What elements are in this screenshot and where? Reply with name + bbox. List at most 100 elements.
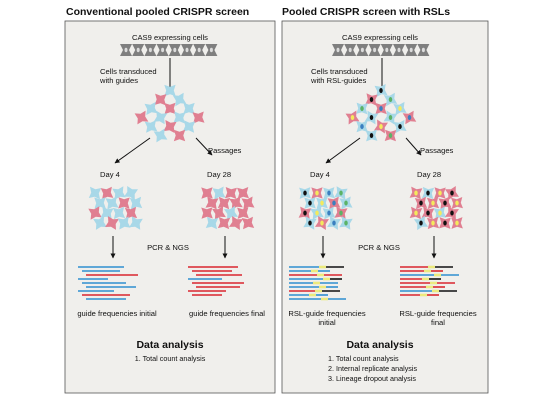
right-pcr-label: PCR & NGS <box>358 243 400 252</box>
cell-nucleus <box>327 190 331 196</box>
right-reads-initial <box>289 265 346 301</box>
passage-cell <box>100 206 114 220</box>
cell-nucleus <box>426 210 430 216</box>
rsl-barcode <box>319 265 326 269</box>
right-cas9-cell-row <box>332 44 430 56</box>
passage-cell <box>241 216 255 230</box>
cell-nucleus <box>350 114 355 121</box>
right-reads-final <box>400 265 459 297</box>
cell-nucleus <box>360 105 364 112</box>
cell-nucleus <box>369 132 374 139</box>
passage-cell <box>310 206 324 220</box>
cell-nucleus <box>148 47 152 53</box>
cell-nucleus <box>332 200 336 206</box>
passage-cell <box>298 206 312 220</box>
rsl-barcode <box>323 277 330 281</box>
cell-nucleus <box>379 123 383 130</box>
left-transduced-label-2: with guides <box>99 76 138 85</box>
cell-nucleus <box>336 47 340 53</box>
right-transduced-label-2: with RSL-guides <box>310 76 366 85</box>
cell-nucleus <box>373 47 377 53</box>
right-freq-initial-label-2: initial <box>318 318 336 327</box>
passage-cell <box>451 197 463 209</box>
left-arrow-day4 <box>114 137 151 164</box>
passage-cell <box>93 216 107 230</box>
cell-nucleus <box>209 47 213 53</box>
right-arrow-day4 <box>325 137 361 164</box>
cell-nucleus <box>426 190 430 196</box>
passage-cell <box>316 197 328 209</box>
left-panel: Conventional pooled CRISPR screen CAS9 e… <box>64 6 276 394</box>
right-analysis-item-3: 3. Lineage dropout analysis <box>328 374 416 383</box>
cell-nucleus <box>438 190 442 196</box>
right-day28-cells <box>409 186 463 231</box>
passage-cell <box>229 216 243 230</box>
passage-cell <box>217 216 231 230</box>
right-panel-title: Pooled CRISPR screen with RSLs <box>282 6 450 18</box>
right-freq-final-label-2: final <box>431 318 445 327</box>
rsl-barcode <box>430 281 437 285</box>
cell-nucleus <box>388 132 393 139</box>
rsl-barcode <box>432 289 439 293</box>
transduced-cell <box>172 92 187 107</box>
transduced-cell <box>153 110 168 125</box>
left-data-analysis-title: Data analysis <box>136 339 203 351</box>
passage-cell <box>299 187 311 199</box>
left-day28-cells <box>201 186 255 230</box>
passage-cell <box>451 217 463 229</box>
cell-nucleus <box>398 123 402 130</box>
passage-cell <box>434 187 446 199</box>
passage-cell <box>339 216 353 230</box>
passage-cell <box>217 196 231 210</box>
cell-nucleus <box>369 96 374 103</box>
passage-cell <box>311 187 323 199</box>
passage-cell <box>334 206 348 220</box>
transduced-cell <box>384 129 397 142</box>
rsl-barcode <box>313 281 320 285</box>
right-cas9-label: CAS9 expressing cells <box>342 33 418 42</box>
cell-nucleus <box>443 200 447 206</box>
transduced-cell <box>345 110 360 125</box>
cell-nucleus <box>320 220 324 226</box>
left-day4-label: Day 4 <box>100 170 120 179</box>
transduced-cell <box>134 110 149 125</box>
cell-nucleus <box>136 47 140 53</box>
cell-nucleus <box>407 114 412 121</box>
transduced-cell <box>164 102 176 115</box>
transduced-cell <box>402 110 417 125</box>
passage-cell <box>94 197 106 209</box>
passage-cell <box>322 206 336 220</box>
cell-nucleus <box>308 220 312 226</box>
passage-cell <box>414 196 428 210</box>
cell-nucleus <box>332 220 336 226</box>
passage-cell <box>426 216 440 230</box>
passage-cell <box>105 196 119 210</box>
right-analysis-item-2: 2. Internal replicate analysis <box>328 364 417 373</box>
right-transduced-label-1: Cells transduced <box>311 67 368 76</box>
cell-nucleus <box>379 105 383 112</box>
cell-nucleus <box>360 47 364 53</box>
transduced-cell <box>192 111 205 124</box>
transduced-cell <box>393 101 407 116</box>
cell-nucleus <box>303 210 307 216</box>
cell-nucleus <box>197 47 201 53</box>
cell-nucleus <box>388 114 393 121</box>
cell-nucleus <box>421 47 425 53</box>
rsl-barcode <box>317 273 324 277</box>
left-pcr-label: PCR & NGS <box>147 243 189 252</box>
cell-nucleus <box>173 47 177 53</box>
transduced-cell <box>173 129 186 142</box>
cell-nucleus <box>360 123 364 130</box>
left-reads-initial <box>78 266 138 300</box>
rsl-barcode <box>426 285 433 289</box>
cell-nucleus <box>185 47 189 53</box>
right-day4-cells <box>298 186 353 230</box>
cell-nucleus <box>315 210 319 216</box>
transduced-cell <box>144 102 158 115</box>
cell-nucleus <box>431 220 435 226</box>
right-passages-label: Passages <box>420 146 454 155</box>
cell-nucleus <box>388 96 393 103</box>
passage-cell <box>124 186 138 200</box>
passage-cell <box>117 216 131 230</box>
